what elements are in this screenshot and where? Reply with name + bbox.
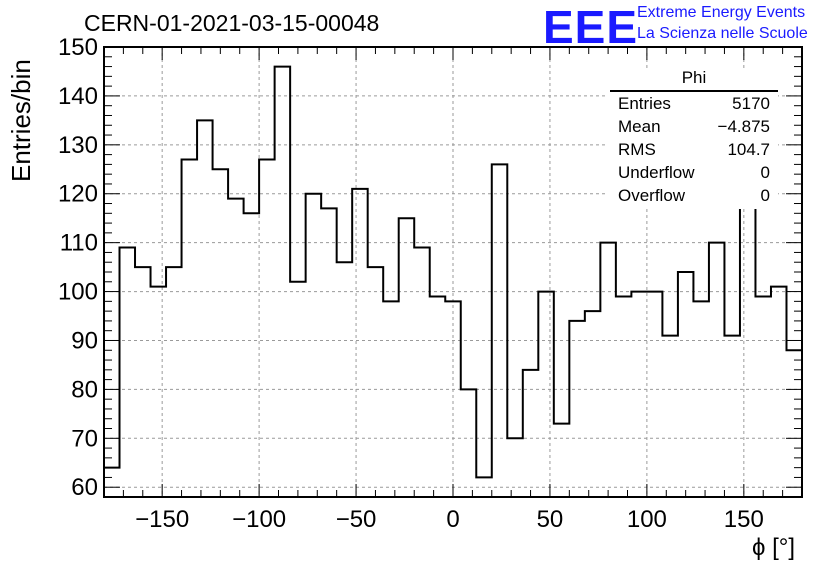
histogram-bin bbox=[352, 189, 368, 497]
stats-row-overflow: Overflow 0 bbox=[608, 186, 778, 209]
stats-label: Underflow bbox=[618, 163, 695, 182]
stats-row-mean: Mean −4.875 bbox=[608, 117, 778, 140]
histogram-bin bbox=[585, 311, 601, 497]
x-tick-label: 0 bbox=[446, 506, 459, 533]
histogram-bin bbox=[538, 292, 554, 497]
histogram-bin bbox=[244, 213, 260, 497]
stats-row-underflow: Underflow 0 bbox=[608, 163, 778, 186]
stats-row-entries: Entries 5170 bbox=[608, 94, 778, 117]
histogram-bin bbox=[151, 287, 167, 497]
histogram-bin bbox=[740, 184, 756, 497]
stats-box: Phi Entries 5170 Mean −4.875 RMS 104.7 U… bbox=[608, 68, 778, 209]
stats-value: 104.7 bbox=[727, 140, 770, 159]
histogram-bin bbox=[724, 336, 740, 497]
x-axis-label: ϕ [°] bbox=[752, 534, 796, 561]
histogram-bin bbox=[213, 169, 229, 497]
histogram-bin bbox=[430, 296, 446, 497]
histogram-bin bbox=[507, 438, 523, 497]
histogram-bin bbox=[693, 301, 709, 497]
histogram-bin bbox=[554, 424, 570, 497]
histogram-bin bbox=[197, 120, 213, 497]
x-tick-label: 50 bbox=[537, 506, 564, 533]
y-tick-label: 120 bbox=[58, 181, 98, 208]
histogram-bin bbox=[306, 194, 322, 497]
histogram-bin bbox=[476, 477, 492, 497]
y-tick-label: 70 bbox=[71, 425, 98, 452]
logo-line-1: Extreme Energy Events bbox=[637, 4, 806, 21]
x-tick-label: 100 bbox=[627, 506, 667, 533]
histogram-bin bbox=[647, 292, 663, 497]
stats-label: RMS bbox=[618, 140, 656, 159]
stats-label: Overflow bbox=[618, 186, 686, 205]
stats-title: Phi bbox=[610, 68, 778, 92]
histogram-bin bbox=[120, 248, 136, 497]
histogram-bin bbox=[771, 287, 787, 497]
x-tick-labels: −150 −100 −50 0 50 100 150 bbox=[135, 506, 764, 533]
histogram-bin bbox=[414, 248, 430, 497]
histogram-bin bbox=[166, 267, 182, 497]
x-tick-label: −150 bbox=[135, 506, 189, 533]
histogram-bin bbox=[275, 67, 291, 497]
histogram-bin bbox=[383, 301, 399, 497]
histogram-bin bbox=[228, 199, 244, 497]
stats-label: Entries bbox=[618, 94, 671, 113]
stats-value: 0 bbox=[760, 163, 770, 182]
y-tick-label: 110 bbox=[60, 230, 98, 257]
y-tick-label: 150 bbox=[58, 34, 98, 61]
histogram-bin bbox=[755, 296, 771, 497]
x-tick-label: −50 bbox=[336, 506, 377, 533]
histogram-bin bbox=[399, 218, 415, 497]
stats-value: −4.875 bbox=[717, 117, 770, 136]
y-tick-labels: 60 70 80 90 100 110 120 130 140 150 bbox=[58, 34, 98, 501]
histogram-bin bbox=[290, 282, 306, 497]
y-tick-label: 60 bbox=[71, 474, 98, 501]
histogram-bin bbox=[492, 164, 508, 497]
histogram-bin bbox=[678, 272, 694, 497]
histogram-bin bbox=[786, 350, 802, 497]
histogram-bin bbox=[104, 468, 120, 497]
y-tick-label: 90 bbox=[71, 327, 98, 354]
histogram-bin bbox=[182, 160, 198, 498]
chart-title: CERN-01-2021-03-15-00048 bbox=[84, 10, 380, 36]
histogram-bin bbox=[461, 389, 477, 497]
histogram-bin bbox=[662, 336, 678, 497]
x-tick-label: 150 bbox=[724, 506, 764, 533]
histogram-bin bbox=[631, 292, 647, 497]
y-tick-label: 80 bbox=[71, 376, 98, 403]
y-tick-label: 140 bbox=[58, 83, 98, 110]
y-axis-label: Entries/bin bbox=[6, 59, 36, 182]
x-tick-label: −100 bbox=[232, 506, 286, 533]
histogram-bin bbox=[569, 321, 585, 497]
histogram-bin bbox=[600, 243, 616, 497]
stats-value: 5170 bbox=[732, 94, 770, 113]
y-tick-label: 100 bbox=[58, 279, 98, 306]
histogram-bin bbox=[259, 160, 275, 498]
axis-ticks bbox=[103, 46, 803, 497]
logo-line-2: La Scienza nelle Scuole bbox=[637, 25, 808, 42]
histogram-bin bbox=[368, 267, 384, 497]
histogram-bin bbox=[321, 208, 337, 497]
histogram-bin bbox=[135, 267, 151, 497]
stats-label: Mean bbox=[618, 117, 661, 136]
stats-value: 0 bbox=[760, 186, 770, 205]
histogram-bin bbox=[523, 370, 539, 497]
histogram-bin bbox=[445, 301, 461, 497]
stats-row-rms: RMS 104.7 bbox=[608, 140, 778, 163]
histogram-series bbox=[103, 65, 803, 497]
histogram-bin bbox=[709, 243, 725, 497]
eee-logo: EEE bbox=[543, 1, 639, 53]
y-tick-label: 130 bbox=[58, 132, 98, 159]
histogram-bin bbox=[337, 262, 353, 497]
histogram-bin bbox=[616, 296, 632, 497]
